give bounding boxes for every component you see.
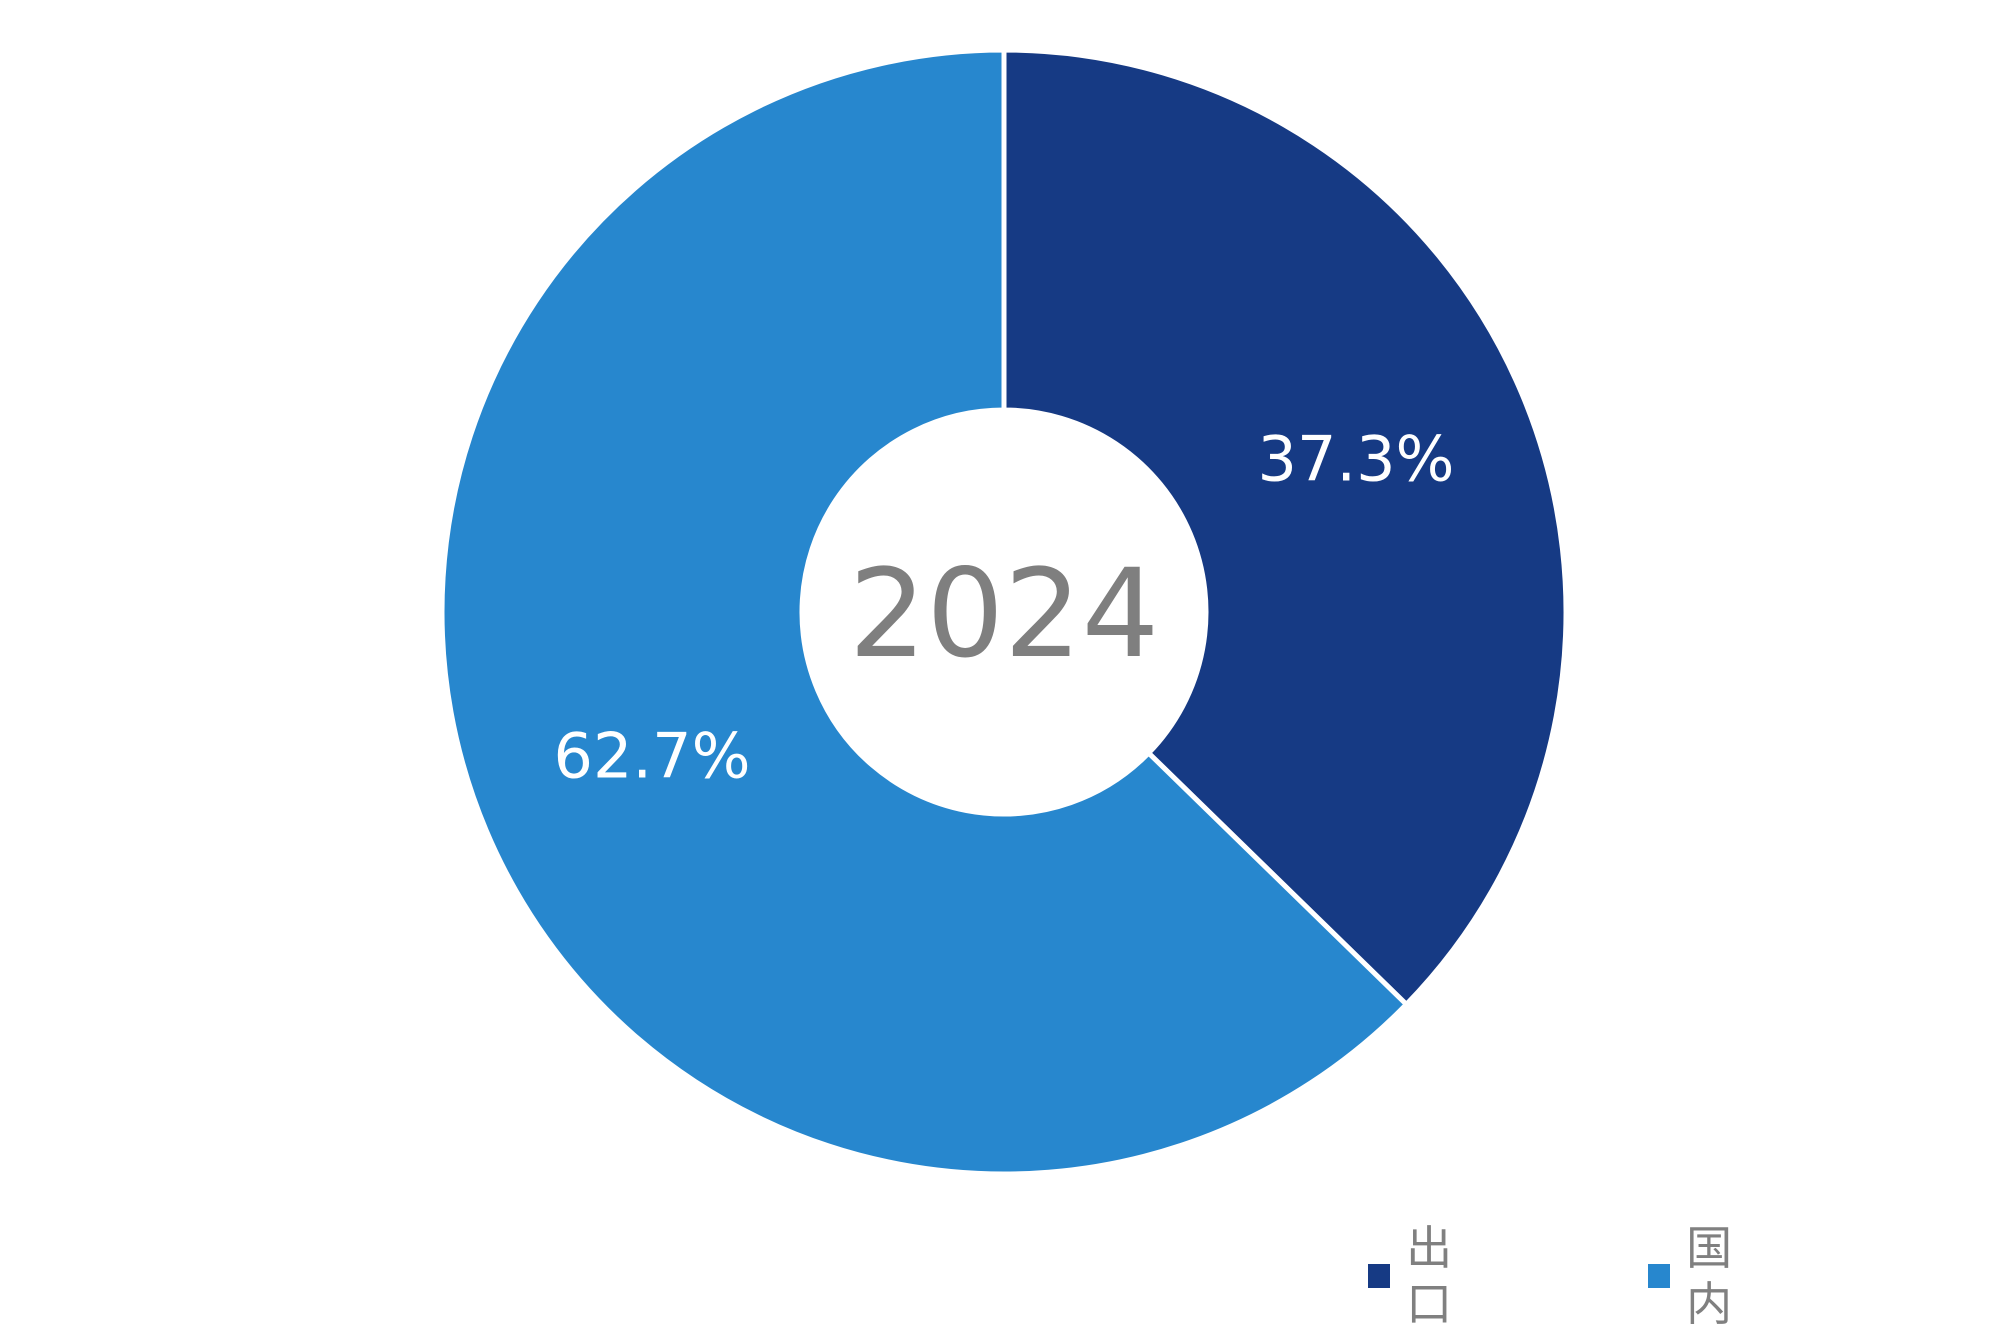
donut-slices <box>439 47 1569 1177</box>
donut-slice-export <box>1001 47 1569 1008</box>
legend-item-export: 出口 <box>1368 1220 1498 1332</box>
center-year-label: 2024 <box>849 543 1159 685</box>
chart-legend: 出口 国内 <box>1368 1221 1928 1331</box>
legend-swatch-export <box>1368 1264 1391 1288</box>
legend-swatch-domestic <box>1648 1264 1671 1288</box>
slice-labels: 37.3% 62.7% <box>554 423 1455 793</box>
legend-item-domestic: 国内 <box>1648 1220 1778 1332</box>
legend-label-export: 出口 <box>1406 1221 1457 1331</box>
donut-slice-domestic <box>439 47 1410 1177</box>
slice-label-domestic: 62.7% <box>554 719 751 792</box>
slice-label-export: 37.3% <box>1258 423 1455 496</box>
legend-label-domestic: 国内 <box>1686 1221 1737 1331</box>
